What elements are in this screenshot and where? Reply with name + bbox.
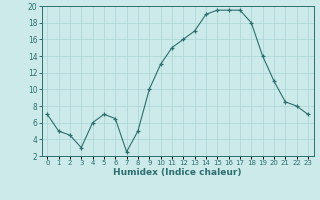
X-axis label: Humidex (Indice chaleur): Humidex (Indice chaleur) — [113, 168, 242, 177]
